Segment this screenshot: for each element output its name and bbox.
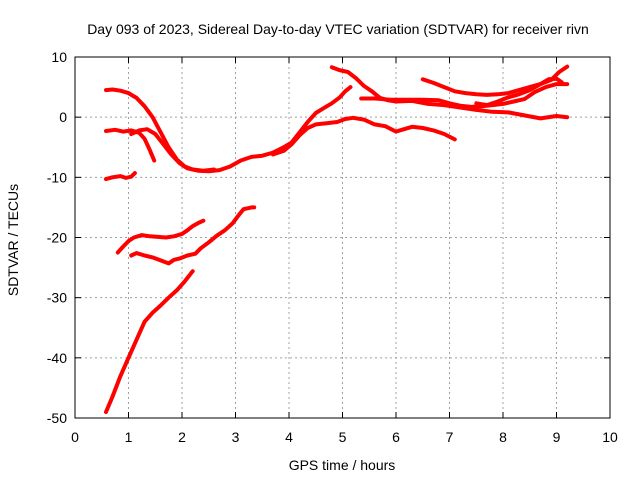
series-track-12 bbox=[474, 76, 564, 108]
x-tick-label: 1 bbox=[125, 429, 133, 445]
x-tick-labels: 0 1 2 3 4 5 6 7 8 9 10 bbox=[71, 429, 618, 445]
tick-marks bbox=[74, 56, 611, 419]
x-tick-label: 2 bbox=[178, 429, 186, 445]
x-tick-label: 0 bbox=[71, 429, 79, 445]
x-tick-label: 8 bbox=[499, 429, 507, 445]
x-tick-label: 10 bbox=[602, 429, 618, 445]
y-tick-labels: -50 -40 -30 -20 -10 0 10 bbox=[47, 49, 67, 426]
series-track-3 bbox=[129, 85, 353, 174]
grid bbox=[75, 57, 610, 418]
series-track-7 bbox=[104, 269, 195, 414]
series-track-8 bbox=[270, 115, 457, 157]
series-track-10 bbox=[359, 82, 570, 109]
x-tick-label: 5 bbox=[339, 429, 347, 445]
y-tick-label: -10 bbox=[47, 169, 67, 185]
y-tick-label: -40 bbox=[47, 350, 67, 366]
x-axis-label: GPS time / hours bbox=[289, 457, 396, 473]
x-tick-label: 7 bbox=[446, 429, 454, 445]
y-axis-label: SDTVAR / TECUs bbox=[5, 184, 21, 296]
y-tick-label: 10 bbox=[51, 49, 67, 65]
series-track-5 bbox=[115, 218, 206, 255]
y-tick-label: -50 bbox=[47, 410, 67, 426]
x-tick-label: 4 bbox=[285, 429, 293, 445]
series-track-6 bbox=[129, 205, 257, 266]
series-layer bbox=[104, 64, 570, 414]
x-tick-label: 6 bbox=[392, 429, 400, 445]
x-tick-label: 9 bbox=[553, 429, 561, 445]
y-tick-label: 0 bbox=[59, 109, 67, 125]
y-tick-label: -30 bbox=[47, 290, 67, 306]
chart-title: Day 093 of 2023, Sidereal Day-to-day VTE… bbox=[87, 21, 589, 37]
series-track-9 bbox=[329, 65, 570, 121]
series-track-4 bbox=[104, 171, 137, 182]
x-tick-label: 3 bbox=[232, 429, 240, 445]
y-tick-label: -20 bbox=[47, 230, 67, 246]
